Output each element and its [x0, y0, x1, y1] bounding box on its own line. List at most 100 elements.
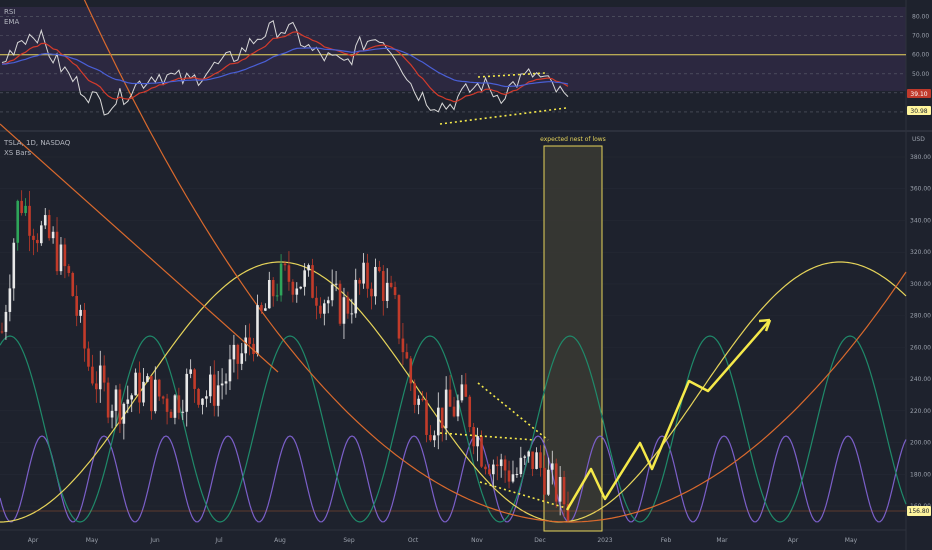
candle-body: [311, 265, 314, 298]
price-tick-260: 260.00: [910, 344, 931, 351]
candle-body: [409, 358, 413, 384]
candle-body: [47, 215, 51, 239]
candle-body: [436, 407, 440, 436]
candle-body: [236, 344, 240, 364]
candle-body: [193, 369, 196, 389]
time-axis-labels: Apr May Jun Jul Aug Sep Oct Nov Dec 2023 Feb Mar Apr…: [28, 537, 858, 544]
candle-body: [40, 225, 43, 244]
candle-body: [566, 504, 570, 521]
price-tick-300: 300.00: [910, 281, 931, 288]
candle-body: [91, 366, 94, 384]
candle-body: [110, 410, 114, 418]
candle-body: [55, 231, 59, 272]
price-tick-360: 360.00: [910, 186, 931, 193]
rsi-line: [1, 20, 569, 116]
candle-body: [499, 459, 503, 467]
candle-body: [256, 305, 259, 355]
candle-body: [495, 464, 499, 467]
candle-body: [28, 205, 31, 236]
candle-body: [374, 266, 377, 297]
rsi-tick-70: 70.00: [912, 33, 929, 40]
candle-body: [185, 373, 189, 412]
x-label-12: Apr: [788, 537, 799, 544]
candle-body: [24, 205, 27, 214]
candle-body: [248, 337, 251, 344]
candle-body: [142, 381, 145, 403]
candle-body: [460, 384, 464, 401]
x-label-2: Jun: [149, 537, 160, 544]
x-label-11: Mar: [716, 537, 728, 544]
rsi-value-badge-white: [907, 106, 931, 115]
price-subtitle: XS Bars: [4, 149, 31, 157]
rsi-value-red: 39.10: [910, 91, 927, 98]
rsi-title: RSI: [4, 8, 15, 16]
x-label-0: Apr: [28, 537, 39, 544]
price-tick-280: 280.00: [910, 313, 931, 320]
candle-body: [12, 242, 16, 289]
symbol-title: TSLA, 1D, NASDAQ: [3, 139, 71, 147]
downtrend-line: [0, 123, 279, 373]
candle-body: [173, 395, 177, 418]
candle-body: [224, 381, 228, 384]
candle-body: [346, 297, 350, 314]
price-tick-180: 180.00: [910, 471, 931, 478]
rsi-level-lines: [0, 16, 906, 113]
candle-body: [95, 383, 98, 390]
candle-body: [267, 279, 271, 309]
candle-body: [385, 282, 389, 301]
candle-body: [503, 459, 507, 471]
candle-body: [275, 295, 279, 297]
candle-body: [358, 279, 361, 284]
candle-body: [507, 470, 511, 482]
candle-body: [146, 376, 149, 382]
price-tick-340: 340.00: [910, 217, 931, 224]
candle-body: [205, 396, 208, 399]
candle-body: [212, 374, 216, 406]
candle-body: [370, 288, 373, 297]
candle-body: [252, 343, 255, 355]
candle-body: [421, 398, 424, 401]
candle-body: [264, 308, 267, 311]
price-tick-240: 240.00: [910, 376, 931, 383]
rsi-tick-50: 50.00: [912, 71, 929, 78]
candle-body: [354, 279, 358, 314]
price-tick-200: 200.00: [910, 440, 931, 447]
candle-body: [515, 474, 519, 476]
x-label-4: Aug: [274, 537, 286, 544]
rsi-wedge-dotted: [439, 72, 567, 125]
candle-body: [417, 398, 420, 405]
candle-body: [71, 272, 75, 296]
candle-body: [165, 398, 169, 412]
candle-body: [429, 434, 432, 441]
candle-body: [468, 396, 472, 428]
x-label-9: 2023: [597, 537, 612, 544]
candle-body: [126, 399, 130, 404]
candle-body: [519, 457, 523, 475]
candle-body: [130, 395, 134, 400]
x-label-13: May: [845, 537, 858, 544]
candle-body: [448, 389, 452, 407]
candle-body: [323, 303, 326, 314]
candle-body: [558, 476, 562, 502]
candle-body: [299, 286, 303, 289]
rsi-subtitle: EMA: [4, 18, 19, 26]
candle-body: [476, 436, 479, 447]
candle-body: [366, 262, 369, 289]
x-label-10: Feb: [661, 537, 672, 544]
candle-body: [456, 400, 460, 417]
candle-body: [79, 309, 82, 316]
candle-body: [16, 200, 20, 243]
candle-body: [98, 365, 102, 390]
candle-body: [413, 383, 417, 405]
expected-lows-box: [543, 145, 603, 532]
candle-body: [83, 309, 86, 349]
candle-body: [122, 403, 126, 424]
rsi-ema-red: [1, 31, 569, 103]
x-label-7: Nov: [471, 537, 483, 544]
candle-body: [106, 382, 110, 418]
candle-body: [531, 451, 534, 469]
candle-body: [8, 288, 12, 312]
candle-body: [554, 463, 558, 502]
candle-body: [59, 244, 63, 272]
